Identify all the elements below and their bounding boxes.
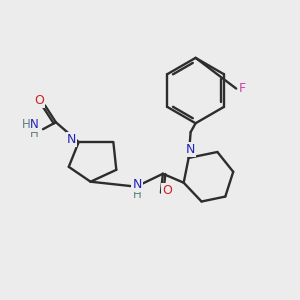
Text: N: N	[186, 142, 195, 155]
Text: N: N	[30, 118, 38, 131]
Text: H: H	[30, 127, 38, 140]
Text: H: H	[133, 188, 142, 201]
Text: N: N	[132, 178, 142, 191]
Text: N: N	[67, 133, 76, 146]
Text: H: H	[22, 118, 31, 131]
Text: F: F	[238, 82, 246, 95]
Text: O: O	[34, 94, 44, 107]
Text: O: O	[162, 184, 172, 197]
